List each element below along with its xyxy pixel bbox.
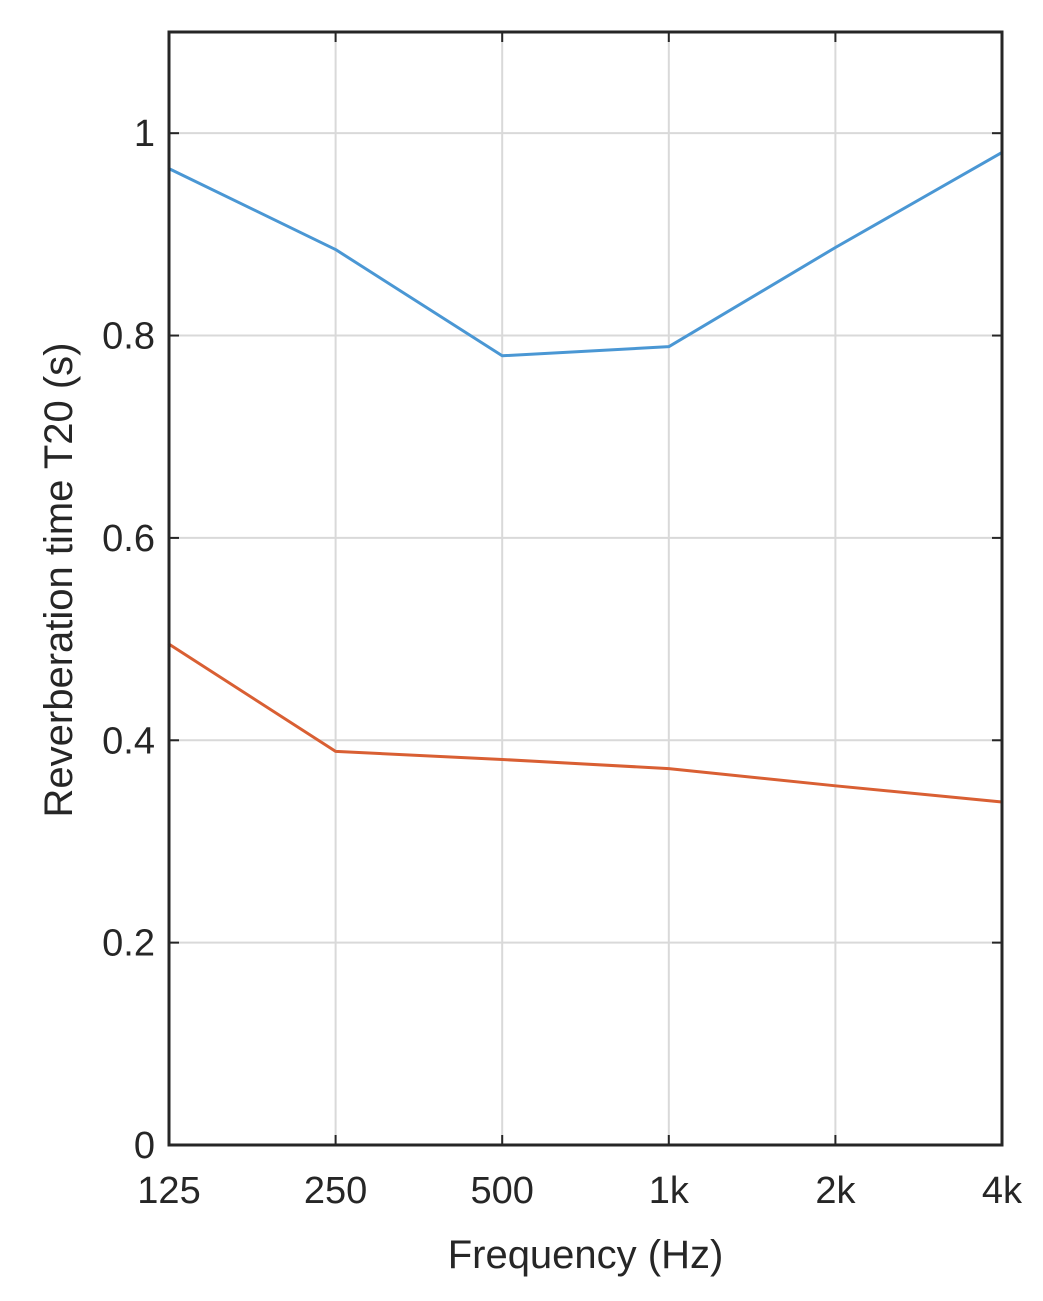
y-tick-label: 1 [134, 113, 155, 155]
x-tick-label: 4k [982, 1170, 1023, 1212]
x-axis-label: Frequency (Hz) [448, 1233, 724, 1277]
x-tick-label: 500 [470, 1170, 533, 1212]
x-tick-label: 1k [649, 1170, 690, 1212]
y-tick-label: 0.8 [102, 316, 155, 358]
x-tick-labels: 125 250 500 1k 2k 4k [137, 1170, 1023, 1212]
y-tick-label: 0.4 [102, 720, 155, 762]
grid [169, 32, 1002, 1145]
plot-frame [167, 30, 1004, 1147]
series-line-2 [167, 642, 1004, 804]
x-tick-label: 125 [137, 1170, 200, 1212]
y-tick-label: 0 [134, 1125, 155, 1167]
x-tick-label: 250 [304, 1170, 367, 1212]
y-tick-labels: 0 0.2 0.4 0.6 0.8 1 [102, 113, 155, 1167]
series-line-1 [167, 150, 1004, 358]
y-axis-label: Reverberation time T20 (s) [37, 343, 81, 818]
y-tick-label: 0.6 [102, 518, 155, 560]
y-tick-label: 0.2 [102, 923, 155, 965]
tick-marks [168, 32, 1003, 1146]
x-tick-label: 2k [815, 1170, 856, 1212]
series-layer [167, 150, 1004, 804]
